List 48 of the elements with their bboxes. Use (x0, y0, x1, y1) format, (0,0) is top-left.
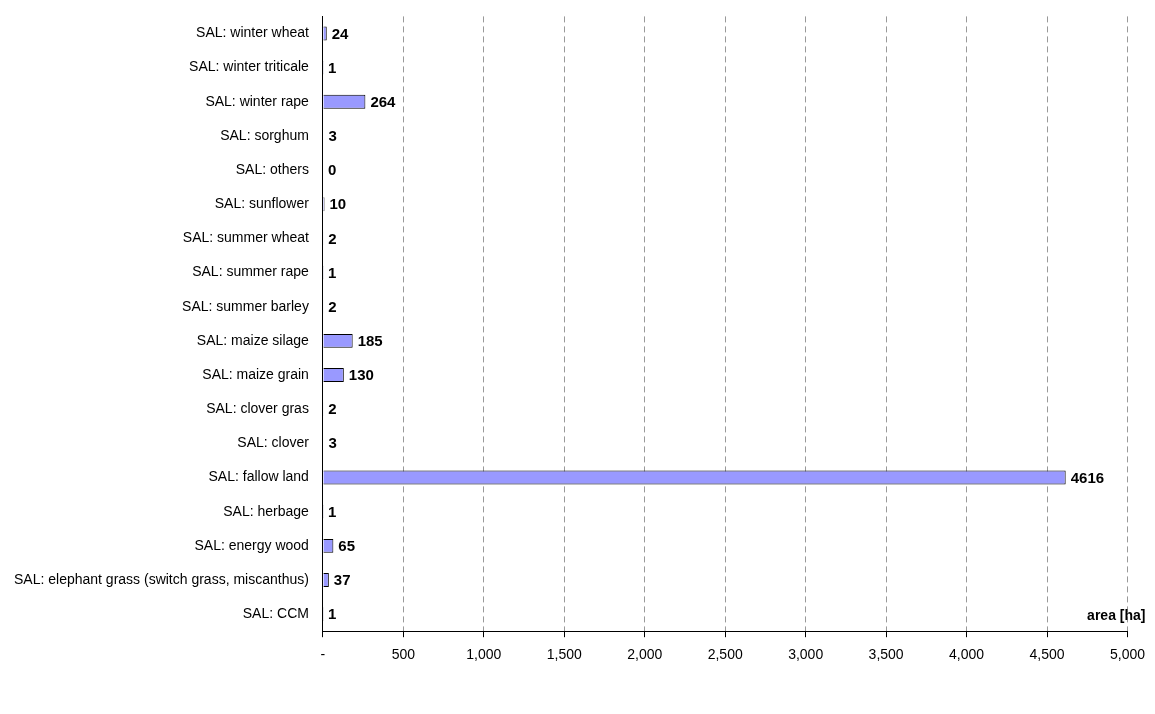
data-label: 65 (338, 536, 356, 554)
y-tick-label: SAL: winter rape (205, 92, 310, 109)
data-label: 1 (328, 502, 337, 520)
y-tick-label: SAL: winter triticale (189, 58, 310, 75)
x-axis-title: area [ha] (1087, 607, 1146, 624)
x-tick-label: 3,000 (788, 646, 824, 663)
y-tick-label: SAL: summer wheat (182, 229, 309, 246)
data-label: 1 (328, 58, 337, 76)
y-tick-label: SAL: clover (237, 434, 310, 451)
y-tick-label: SAL: CCM (242, 604, 309, 621)
y-tick-label: SAL: maize silage (196, 331, 310, 348)
y-tick-label: SAL: maize grain (202, 365, 309, 382)
y-tick-label: SAL: sunflower (214, 195, 310, 212)
data-label: 2 (328, 400, 337, 418)
data-label: 37 (333, 571, 351, 589)
x-tick-label: - (320, 646, 326, 663)
data-label: 264 (370, 92, 397, 110)
y-tick-label: SAL: fallow land (208, 468, 309, 485)
data-label: 24 (331, 24, 350, 42)
data-label: 4616 (1070, 468, 1105, 486)
data-label: 1 (328, 263, 337, 281)
x-tick-label: 2,000 (627, 646, 663, 663)
data-label: 0 (327, 161, 337, 179)
data-label: 185 (357, 332, 383, 350)
y-tick-label: SAL: herbage (223, 502, 310, 519)
y-tick-label: SAL: others (235, 160, 309, 177)
y-tick-label: SAL: clover gras (206, 400, 309, 417)
y-tick-label: SAL: winter wheat (196, 24, 309, 41)
x-tick-label: 3,500 (868, 646, 904, 663)
x-tick-label: 5,000 (1109, 646, 1146, 663)
data-label: 3 (328, 434, 337, 452)
data-label: 130 (348, 366, 374, 384)
x-tick-label: 2,500 (707, 646, 743, 663)
x-tick-label: 4,000 (949, 646, 985, 663)
y-tick-label: SAL: summer barley (182, 297, 309, 314)
data-label: 10 (329, 195, 347, 213)
y-tick-label: SAL: energy wood (194, 536, 309, 553)
x-tick-label: 1,000 (466, 646, 502, 663)
data-label: 1 (328, 605, 337, 623)
data-label: 2 (328, 229, 337, 247)
x-tick-label: 4,500 (1029, 646, 1065, 663)
x-tick-label: 500 (391, 646, 416, 663)
x-tick-label: 1,500 (546, 646, 582, 663)
y-tick-label: SAL: summer rape (192, 263, 310, 280)
y-tick-label: SAL: elephant grass (switch grass, miscanthus) (14, 570, 309, 587)
data-label: 2 (328, 297, 337, 315)
y-tick-label: SAL: sorghum (220, 126, 309, 143)
data-label: 3 (328, 127, 337, 145)
